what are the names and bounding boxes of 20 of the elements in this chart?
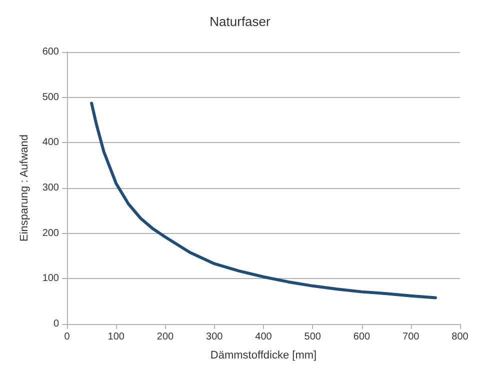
x-tick-label: 0 [64, 332, 70, 342]
x-tick-label: 500 [304, 332, 322, 342]
y-tick-label: 500 [42, 92, 60, 103]
y-tick-label: 0 [53, 318, 60, 330]
y-tick-label: 200 [42, 228, 60, 239]
line-series [90, 102, 437, 300]
y-tick-label: 100 [42, 273, 60, 284]
chart-title: Naturfaser [210, 14, 272, 29]
x-tick-label: 800 [452, 332, 469, 342]
y-tick-label: 400 [42, 137, 60, 148]
x-tick-label: 700 [402, 332, 420, 342]
x-tick-label: 100 [108, 332, 125, 342]
x-tick-label: 300 [206, 332, 224, 342]
y-tick-label: 300 [42, 182, 60, 194]
x-axis-title: Dämmstoffdicke [mm] [210, 350, 317, 362]
x-tick-label: 600 [353, 332, 371, 342]
y-tick-label: 600 [42, 46, 60, 58]
y-axis-title: Einsparung : Aufwand [18, 134, 30, 242]
x-tick-label: 200 [156, 332, 174, 342]
x-tick-label: 400 [255, 332, 272, 342]
